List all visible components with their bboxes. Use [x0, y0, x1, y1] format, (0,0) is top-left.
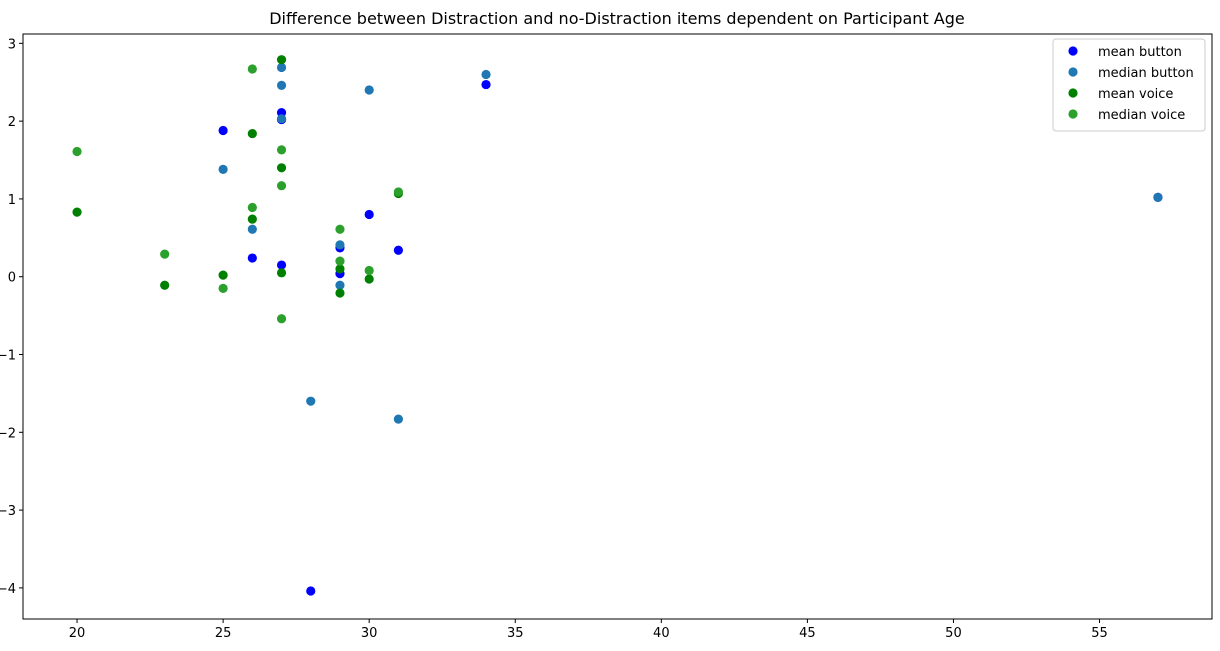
y-tick-label: −1 — [0, 349, 16, 364]
data-points — [72, 55, 1163, 596]
legend-label: median button — [1098, 66, 1194, 81]
data-point — [160, 280, 170, 290]
data-point — [393, 245, 403, 255]
data-point — [335, 224, 345, 234]
x-tick-label: 55 — [1091, 626, 1108, 641]
data-point — [335, 280, 345, 290]
data-point — [364, 209, 374, 220]
legend: mean button median button mean voice median… — [1052, 38, 1206, 132]
data-point — [481, 79, 491, 90]
data-point — [335, 288, 345, 298]
data-point — [276, 268, 287, 278]
data-point — [247, 202, 257, 213]
y-tick-label: 0 — [8, 271, 16, 286]
data-point — [306, 396, 316, 406]
series-mean-voice — [72, 55, 403, 298]
x-tick-label: 20 — [69, 626, 86, 641]
data-point — [364, 274, 374, 284]
data-point — [335, 256, 345, 266]
x-tick-label: 50 — [945, 626, 962, 641]
y-tick-label: −3 — [0, 504, 16, 519]
data-point — [481, 69, 491, 80]
data-point — [276, 114, 287, 124]
data-point — [247, 214, 257, 224]
legend-label: median voice — [1098, 108, 1185, 123]
data-point — [160, 249, 170, 259]
data-point — [393, 187, 403, 197]
data-point — [247, 253, 257, 263]
data-point — [276, 80, 287, 90]
data-point — [247, 64, 257, 74]
series-mean-button — [218, 79, 1163, 596]
legend-marker — [1068, 109, 1078, 119]
data-point — [247, 128, 257, 139]
data-point — [335, 264, 345, 274]
legend-box — [1052, 38, 1206, 132]
y-tick-label: 3 — [8, 37, 16, 52]
data-point — [335, 240, 345, 250]
data-point — [276, 62, 287, 73]
x-tick-label: 25 — [215, 626, 232, 641]
data-point — [276, 55, 287, 65]
data-point — [393, 414, 403, 424]
data-point — [276, 145, 287, 155]
x-tick-label: 45 — [799, 626, 816, 641]
data-point — [276, 163, 287, 173]
data-point — [72, 207, 82, 217]
y-tick-label: 1 — [8, 193, 16, 208]
data-point — [364, 85, 374, 95]
plot-frame — [22, 33, 1213, 620]
chart-title: Difference between Distraction and no-Di… — [269, 9, 965, 28]
legend-label: mean button — [1098, 45, 1182, 60]
x-tick-label: 30 — [361, 626, 378, 641]
data-point — [1153, 192, 1163, 202]
y-tick-label: −4 — [0, 582, 16, 597]
legend-marker — [1068, 46, 1078, 56]
data-point — [247, 224, 257, 234]
x-tick-label: 35 — [507, 626, 524, 641]
y-tick-label: −2 — [0, 426, 16, 441]
data-point — [364, 265, 374, 276]
data-point — [306, 586, 316, 596]
y-axis: −4 −3 −2 −1 0 1 2 3 — [0, 37, 23, 597]
legend-marker — [1068, 88, 1078, 98]
series-median-voice — [72, 64, 403, 324]
legend-label: mean voice — [1098, 87, 1173, 102]
data-point — [72, 146, 82, 157]
data-point — [218, 164, 228, 174]
x-tick-label: 40 — [653, 626, 670, 641]
legend-marker — [1068, 67, 1078, 77]
data-point — [276, 314, 287, 324]
x-axis: 20 25 30 35 40 45 50 55 — [69, 619, 1108, 641]
series-median-button — [218, 62, 1163, 424]
data-point — [218, 270, 228, 280]
data-point — [218, 283, 228, 293]
data-point — [276, 260, 287, 270]
data-point — [218, 125, 228, 136]
data-point — [276, 181, 287, 191]
y-tick-label: 2 — [8, 115, 16, 130]
